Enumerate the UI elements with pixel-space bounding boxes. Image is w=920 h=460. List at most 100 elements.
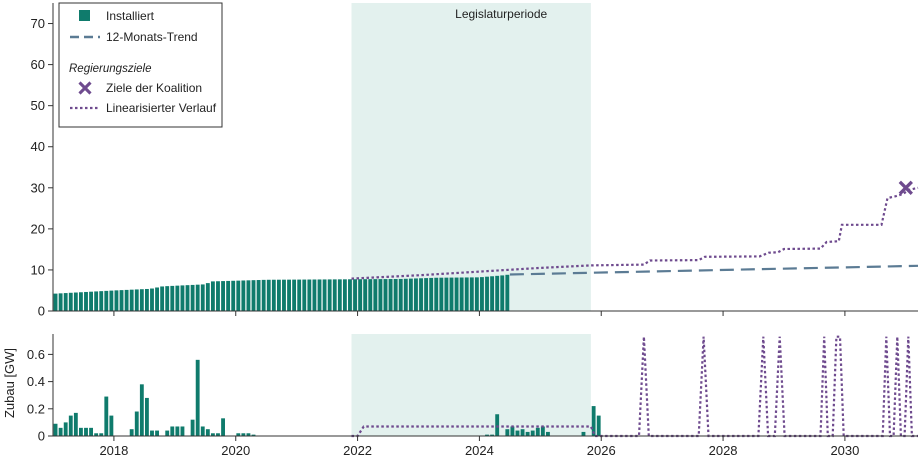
legend-section-title: Regierungsziele [69, 63, 151, 75]
installed-bar [307, 279, 312, 311]
cumulative-y-tick-label: 50 [31, 98, 45, 113]
installed-bar [464, 277, 469, 311]
monthly-x-tick-label: 2028 [709, 443, 738, 458]
monthly-bar [596, 415, 601, 436]
installed-bar [297, 279, 302, 311]
monthly-y-tick-label: 0 [38, 429, 45, 444]
installed-bar [160, 286, 165, 311]
monthly-bar [94, 433, 99, 436]
cumulative-panel: Legislaturperiode 0 10 20 30 40 50 60 70 [31, 3, 919, 319]
installed-bar [53, 293, 58, 311]
monthly-bar [68, 415, 73, 436]
monthly-y-tick-label: 0.4 [27, 374, 45, 389]
installed-bar [94, 291, 99, 311]
installed-bar [119, 290, 124, 311]
monthly-bar [63, 422, 68, 436]
legend: Installiert 12-Monats-Trend Regierungszi… [58, 2, 223, 128]
installed-bar [373, 279, 378, 311]
installed-bar [78, 292, 83, 311]
installed-bar [271, 279, 276, 311]
installed-bar [398, 278, 403, 311]
legend-linearized-label: Linearisierter Verlauf [106, 101, 217, 115]
legend-frame [58, 2, 223, 128]
monthly-bar [510, 426, 515, 436]
installed-bar [363, 279, 368, 311]
installed-bar [414, 278, 418, 311]
installed-bar [89, 291, 93, 311]
installed-bar [190, 284, 195, 311]
monthly-y-tick-label: 0.6 [27, 347, 45, 362]
cumulative-x-axis [53, 310, 918, 316]
monthly-bar [165, 430, 170, 436]
installed-bar [241, 280, 246, 311]
monthly-x-axis: 2018 2020 2022 2024 2026 2028 2030 [53, 435, 918, 458]
monthly-y-tick-label: 0.2 [27, 401, 45, 416]
installed-bar [292, 279, 297, 311]
monthly-bar [89, 427, 93, 436]
monthly-bar [134, 411, 139, 436]
monthly-x-tick-label: 2024 [465, 443, 494, 458]
monthly-bar [200, 426, 205, 436]
installed-bar [251, 280, 256, 311]
installed-bar [282, 279, 286, 311]
installed-bar [342, 279, 347, 311]
coalition-target-marker [898, 180, 913, 195]
installed-bar [134, 289, 139, 311]
installed-bar [109, 290, 114, 311]
cumulative-y-tick-label: 10 [31, 262, 45, 277]
installed-bar [155, 287, 159, 311]
installed-bar [185, 285, 190, 311]
monthly-bar [109, 415, 114, 436]
monthly-bar [515, 430, 520, 436]
installed-bar [195, 284, 200, 311]
monthly-bar [540, 426, 545, 436]
trend-line [509, 264, 919, 276]
installed-bar [383, 279, 388, 311]
installed-bar [327, 279, 332, 311]
installed-bar [139, 289, 144, 311]
installed-bar [58, 293, 63, 311]
installed-bars [53, 274, 510, 311]
installed-bar [332, 279, 337, 311]
installed-bar [368, 279, 373, 311]
installed-bar [358, 279, 363, 311]
monthly-bar [251, 434, 256, 436]
monthly-bar [73, 412, 78, 436]
installed-bar [180, 285, 185, 311]
legend-target-swatch [78, 81, 92, 95]
legislative-period-band [351, 3, 591, 311]
monthly-bar [175, 426, 180, 436]
monthly-x-tick-label: 2018 [99, 443, 128, 458]
installed-bar [393, 279, 398, 311]
legend-target-label: Ziele der Koalition [106, 81, 202, 95]
installed-bar [144, 288, 149, 311]
monthly-bar [170, 426, 175, 436]
monthly-bar [129, 429, 134, 436]
monthly-bar [490, 434, 495, 436]
installed-bar [287, 279, 291, 311]
monthly-bar [505, 429, 510, 436]
installed-bar [505, 274, 510, 311]
installed-bar [170, 285, 175, 311]
monthly-bar [591, 406, 596, 436]
monthly-bar [236, 433, 241, 436]
installed-bar [226, 280, 231, 311]
monthly-bar [144, 397, 149, 436]
installed-bar [434, 277, 439, 311]
monthly-bar [53, 423, 58, 436]
monthly-x-tick-label: 2030 [830, 443, 859, 458]
installed-bar [459, 277, 464, 311]
installed-bar [317, 279, 322, 311]
installed-bar [266, 279, 271, 311]
legend-installed-swatch [79, 10, 90, 21]
monthly-bar [78, 427, 83, 436]
monthly-bar [195, 359, 200, 436]
installed-bar [348, 279, 352, 311]
installed-bar [485, 276, 489, 311]
installed-bar [424, 278, 429, 311]
cumulative-y-tick-label: 20 [31, 221, 45, 236]
monthly-bar [485, 434, 489, 436]
installed-bar [150, 288, 154, 311]
monthly-bar [221, 418, 225, 436]
